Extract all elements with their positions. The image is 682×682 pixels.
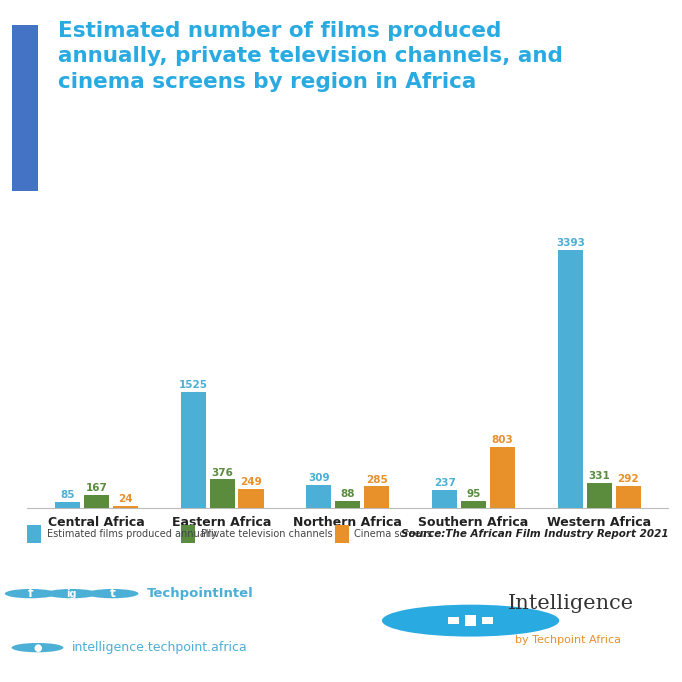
Text: 331: 331	[589, 471, 610, 481]
Text: ig: ig	[66, 589, 77, 599]
Text: 88: 88	[340, 490, 355, 499]
Text: 24: 24	[118, 494, 132, 505]
Text: 85: 85	[60, 490, 75, 500]
Text: f: f	[28, 587, 33, 600]
Circle shape	[87, 589, 138, 598]
Bar	[181, 392, 206, 508]
FancyBboxPatch shape	[482, 617, 493, 624]
Text: Cinema screens: Cinema screens	[355, 529, 432, 539]
Text: t: t	[110, 587, 115, 600]
Text: Estimated number of films produced
annually, private television channels, and
ci: Estimated number of films produced annua…	[58, 20, 563, 92]
Text: Private television channels: Private television channels	[201, 529, 332, 539]
Text: 95: 95	[466, 489, 481, 499]
FancyBboxPatch shape	[465, 615, 476, 626]
Bar	[432, 490, 457, 508]
FancyBboxPatch shape	[27, 525, 42, 543]
FancyBboxPatch shape	[448, 617, 459, 624]
Bar	[209, 479, 235, 508]
Text: Estimated films produced annually: Estimated films produced annually	[46, 529, 217, 539]
Text: 1525: 1525	[179, 380, 208, 390]
Text: 3393: 3393	[556, 238, 584, 248]
FancyBboxPatch shape	[181, 525, 195, 543]
Bar	[306, 485, 331, 508]
Text: 249: 249	[240, 477, 262, 487]
Bar	[616, 486, 640, 508]
Bar	[490, 447, 515, 508]
Text: 292: 292	[617, 474, 639, 484]
Text: 237: 237	[434, 478, 456, 488]
FancyBboxPatch shape	[12, 25, 38, 192]
Text: 803: 803	[492, 435, 514, 445]
Circle shape	[12, 643, 63, 652]
Bar	[55, 502, 80, 508]
Text: 309: 309	[308, 473, 329, 483]
Bar	[461, 501, 486, 508]
Text: intelligence.techpoint.africa: intelligence.techpoint.africa	[72, 641, 248, 654]
Bar	[336, 501, 360, 508]
FancyBboxPatch shape	[335, 525, 349, 543]
Text: 167: 167	[85, 484, 107, 494]
Text: 376: 376	[211, 468, 233, 477]
Text: by Techpoint Africa: by Techpoint Africa	[515, 635, 621, 645]
Bar	[558, 250, 583, 508]
Circle shape	[46, 589, 98, 598]
Text: Source:The African Film Industry Report 2021: Source:The African Film Industry Report …	[401, 529, 668, 539]
Bar	[364, 486, 389, 508]
Bar	[587, 483, 612, 508]
Text: ●: ●	[33, 642, 42, 653]
Text: TechpointIntel: TechpointIntel	[147, 587, 254, 600]
Text: Intelligence: Intelligence	[508, 594, 634, 613]
Bar	[84, 495, 109, 508]
Bar	[239, 489, 264, 508]
Circle shape	[5, 589, 57, 598]
Circle shape	[382, 605, 559, 636]
Bar	[113, 506, 138, 508]
Text: 285: 285	[366, 475, 387, 484]
